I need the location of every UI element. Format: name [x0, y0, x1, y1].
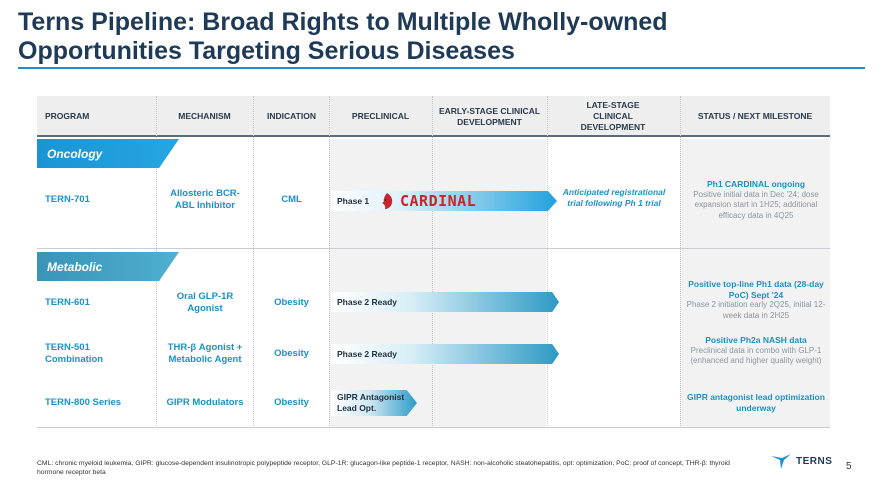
status-title-tern-800: GIPR antagonist lead optimization underw…: [687, 392, 825, 413]
late-stage-note-tern-701: Anticipated registrational trial followi…: [562, 187, 666, 208]
status-title-tern-501: Positive Ph2a NASH data: [705, 335, 807, 345]
program-tern-501: TERN-501 Combination: [45, 342, 104, 365]
status-shade: [680, 139, 830, 428]
indication-tern-701: CML: [281, 194, 302, 205]
indication-tern-501: Obesity: [274, 348, 309, 359]
mechanism-tern-701: Allosteric BCR-ABL Inhibitor: [170, 188, 240, 211]
col-divider: [329, 96, 330, 428]
col-divider: [680, 96, 681, 428]
phase-bar-tern-800: GIPR Antagonist Lead Opt.: [331, 390, 417, 416]
cardinal-logo: CARDINAL: [380, 192, 476, 210]
header-program: PROGRAM: [45, 111, 90, 121]
status-body-tern-701: Positive initial data in Dec '24; dose e…: [693, 189, 819, 220]
col-divider: [253, 96, 254, 428]
header-early: EARLY-STAGE CLINICAL DEVELOPMENT: [438, 105, 541, 127]
phase-label-tern-800: GIPR Antagonist Lead Opt.: [337, 392, 405, 413]
slide-title: Terns Pipeline: Broad Rights to Multiple…: [18, 8, 668, 65]
status-tern-800: GIPR antagonist lead optimization underw…: [685, 392, 827, 413]
status-tern-501: Positive Ph2a NASH data Preclinical data…: [685, 335, 827, 367]
status-tern-701: Ph1 CARDINAL ongoing Positive initial da…: [685, 179, 827, 221]
mechanism-tern-800: GIPR Modulators: [166, 397, 244, 408]
terns-logo: TERNS: [770, 452, 832, 470]
cardinal-bird-icon: [382, 193, 393, 209]
status-title-tern-701: Ph1 CARDINAL ongoing: [706, 179, 806, 189]
header-status: STATUS / NEXT MILESTONE: [697, 111, 813, 121]
phase-label-tern-601: Phase 2 Ready: [337, 297, 398, 307]
phase-label-tern-701: Phase 1: [337, 196, 370, 206]
status-body-tern-501: Preclinical data in combo with GLP-1 (en…: [690, 345, 822, 366]
header-indication: INDICATION: [267, 111, 316, 121]
preclinical-early-shade: [329, 139, 546, 428]
section-banner-oncology: Oncology: [37, 139, 179, 168]
phase-bar-tern-501: Phase 2 Ready: [331, 344, 559, 364]
program-tern-701: TERN-701: [45, 194, 90, 205]
program-tern-601: TERN-601: [45, 297, 90, 308]
status-tern-601: Positive top-line Ph1 data (28-day PoC) …: [685, 279, 827, 321]
mechanism-tern-501: THR-β Agonist + Metabolic Agent: [167, 342, 243, 365]
indication-tern-601: Obesity: [274, 297, 309, 308]
indication-tern-800: Obesity: [274, 397, 309, 408]
phase-bar-tern-601: Phase 2 Ready: [331, 292, 559, 312]
row-divider: [37, 248, 830, 249]
phase-label-tern-501: Phase 2 Ready: [337, 349, 398, 359]
row-divider: [37, 427, 830, 428]
footnote: CML: chronic myeloid leukemia, GIPR: glu…: [37, 460, 730, 476]
status-body-tern-601: Phase 2 initiation early 2Q25, initial 1…: [686, 300, 826, 320]
col-divider: [547, 96, 548, 428]
program-tern-800: TERN-800 Series: [45, 397, 122, 408]
page-number: 5: [846, 461, 852, 472]
col-divider: [432, 96, 433, 428]
cardinal-trial-name: CARDINAL: [400, 192, 477, 210]
header-mechanism: MECHANISM: [178, 111, 231, 121]
status-title-tern-601: Positive top-line Ph1 data (28-day PoC) …: [688, 279, 824, 300]
header-preclinical: PRECLINICAL: [351, 111, 410, 121]
header-late: LATE-STAGE CLINICAL DEVELOPMENT: [580, 100, 646, 132]
mechanism-tern-601: Oral GLP-1R Agonist: [176, 291, 234, 314]
table-header: PROGRAM MECHANISM INDICATION PRECLINICAL…: [37, 96, 830, 137]
tern-bird-icon: [771, 454, 791, 469]
section-banner-metabolic: Metabolic: [37, 252, 179, 281]
pipeline-table: PROGRAM MECHANISM INDICATION PRECLINICAL…: [37, 96, 830, 428]
title-divider: [18, 67, 865, 69]
logo-text: TERNS: [796, 455, 833, 467]
